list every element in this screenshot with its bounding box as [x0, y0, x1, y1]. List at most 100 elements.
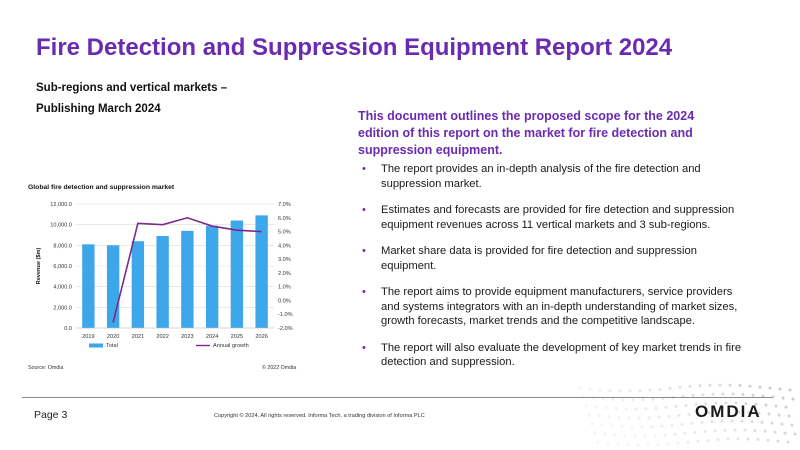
decorative-dot	[596, 440, 600, 444]
decorative-dot	[710, 420, 714, 424]
decorative-dot	[676, 441, 680, 445]
bullet-text: The report aims to provide equipment man…	[381, 286, 738, 327]
y-tick-label: 10,000.0	[50, 223, 72, 229]
y2-tick-label: 2.0%	[278, 271, 291, 277]
decorative-dot	[651, 397, 655, 401]
decorative-dot	[691, 393, 695, 397]
decorative-dot	[593, 431, 597, 435]
bullet-item: • Market share data is provided for fire …	[362, 244, 752, 273]
bullet-text: The report provides an in-depth analysis…	[381, 163, 701, 190]
decorative-dot	[776, 439, 780, 443]
decorative-dot	[584, 404, 588, 408]
decorative-dot	[591, 396, 595, 400]
bullet-text: The report will also evaluate the develo…	[381, 341, 742, 369]
decorative-dot	[638, 389, 642, 393]
bar	[230, 220, 244, 328]
decorative-dot	[611, 398, 615, 402]
decorative-dot	[690, 421, 694, 425]
decorative-dot	[717, 410, 721, 414]
decorative-dot	[761, 394, 765, 398]
decorative-dot	[788, 388, 792, 392]
y-tick-label: 6,000.0	[53, 264, 72, 270]
bar	[156, 236, 169, 328]
decorative-dot	[760, 420, 764, 424]
decorative-dot	[634, 407, 638, 411]
page-subtitle: Sub-regions and vertical markets – Publi…	[36, 78, 276, 120]
decorative-dot	[778, 387, 782, 391]
bullet-text: Estimates and forecasts are provided for…	[381, 204, 735, 231]
decorative-dot	[751, 393, 755, 397]
decorative-dot	[787, 414, 791, 418]
y2-tick-label: 7.0%	[278, 202, 291, 208]
x-tick-label: 2021	[132, 334, 144, 340]
bar	[106, 245, 120, 328]
decorative-dot	[658, 387, 662, 391]
decorative-dot	[718, 383, 722, 387]
chart-canvas: 0.0 2,000.0 4,000.0 6,000.0 8,000.0 10,000.0 1…	[36, 202, 293, 349]
decorative-dot	[606, 441, 610, 445]
decorative-dot	[588, 387, 592, 391]
decorative-dot	[767, 412, 771, 416]
decorative-dot	[714, 401, 718, 405]
bar	[181, 230, 194, 328]
decorative-dot	[624, 407, 628, 411]
decorative-dot	[643, 434, 647, 438]
decorative-dot	[707, 411, 711, 415]
decorative-dot	[617, 416, 621, 420]
y2-tick-label: 1.0%	[278, 285, 291, 291]
chart-copyright: © 2022 Omdia	[262, 365, 297, 371]
bullet-item: • The report aims to provide equipment ma…	[362, 285, 752, 329]
decorative-dot	[770, 421, 774, 425]
bar	[82, 244, 95, 328]
decorative-dot	[581, 395, 585, 399]
decorative-dot	[661, 396, 665, 400]
decorative-dot	[630, 425, 634, 429]
decorative-dot	[726, 437, 730, 441]
decorative-dot	[628, 389, 632, 393]
decorative-dot	[734, 401, 738, 405]
decorative-dot	[646, 443, 650, 447]
subtitle-line-2: Publishing March 2024	[36, 103, 161, 115]
chart-source: Source: Omdia	[28, 365, 64, 371]
decorative-dot	[641, 398, 645, 402]
decorative-dot	[680, 422, 684, 426]
decorative-dot	[587, 413, 591, 417]
y-tick-label: 2,000.0	[53, 305, 72, 311]
y2-tick-label: 4.0%	[278, 243, 291, 249]
decorative-dot	[668, 386, 672, 390]
legend-label-total: Total	[106, 343, 118, 349]
decorative-dot	[688, 384, 692, 388]
decorative-dot	[604, 406, 608, 410]
dot-pattern-decoration	[578, 383, 797, 447]
decorative-dot	[648, 388, 652, 392]
bullet-icon: •	[362, 204, 366, 216]
decorative-dot	[654, 406, 658, 410]
y2-tick-label: 0.0%	[278, 298, 291, 304]
decorative-dot	[790, 423, 794, 427]
decorative-dot	[723, 428, 727, 432]
decorative-dot	[777, 413, 781, 417]
decorative-dot	[678, 385, 682, 389]
bullet-text: Market share data is provided for fire d…	[381, 245, 697, 272]
decorative-dot	[618, 389, 622, 393]
decorative-dot	[764, 403, 768, 407]
decorative-dot	[674, 404, 678, 408]
y2-tick-label: -1.0%	[278, 312, 293, 318]
decorative-dot	[791, 397, 795, 401]
decorative-dot	[693, 430, 697, 434]
decorative-dot	[627, 416, 631, 420]
decorative-dot	[740, 419, 744, 423]
decorative-dot	[666, 442, 670, 446]
y-tick-label: 8,000.0	[53, 243, 72, 249]
decorative-dot	[647, 416, 651, 420]
bullet-item: • Estimates and forecasts are provided fo…	[362, 203, 752, 232]
decorative-dot	[758, 385, 762, 389]
decorative-dot	[670, 423, 674, 427]
decorative-dot	[720, 419, 724, 423]
bullet-item: • The report will also evaluate the devel…	[362, 341, 752, 370]
decorative-dot	[747, 411, 751, 415]
x-tick-label: 2026	[255, 334, 267, 340]
decorative-dot	[637, 416, 641, 420]
bullet-icon: •	[362, 341, 366, 354]
decorative-dot	[733, 428, 737, 432]
